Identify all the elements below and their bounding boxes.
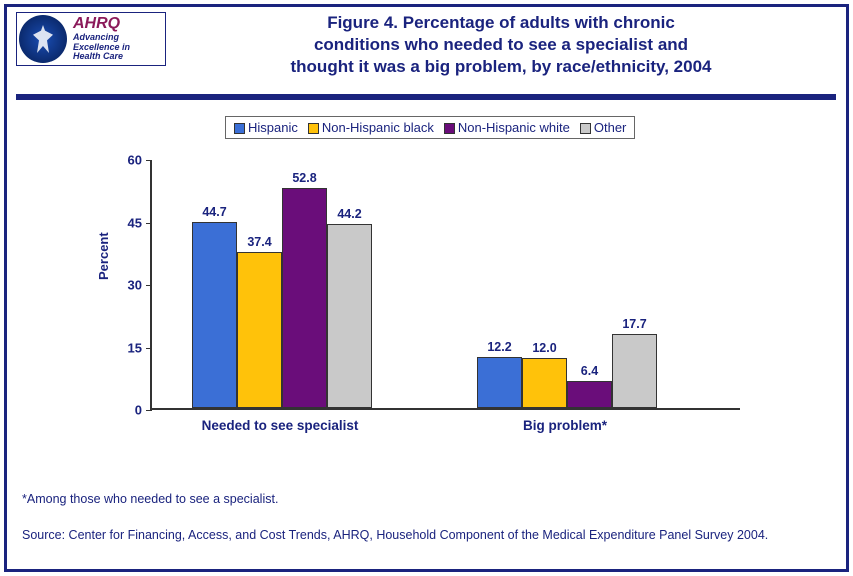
bar (327, 224, 372, 408)
y-tick-label: 45 (112, 215, 142, 230)
legend-item: Non-Hispanic black (308, 120, 434, 135)
legend-label: Other (594, 120, 627, 135)
header-rule (16, 94, 836, 100)
bar-value-label: 17.7 (605, 317, 665, 331)
legend-swatch-icon (308, 123, 319, 134)
bar-value-label: 6.4 (560, 364, 620, 378)
y-tick (146, 410, 152, 411)
y-tick (146, 348, 152, 349)
bar-value-label: 37.4 (230, 235, 290, 249)
bar (237, 252, 282, 408)
bar-value-label: 44.7 (185, 205, 245, 219)
legend-swatch-icon (580, 123, 591, 134)
title-line-2: conditions who needed to see a specialis… (176, 34, 826, 56)
source-line: Source: Center for Financing, Access, an… (22, 528, 768, 542)
legend: Hispanic Non-Hispanic black Non-Hispanic w… (225, 116, 635, 139)
title-line-1: Figure 4. Percentage of adults with chro… (176, 12, 826, 34)
bar-value-label: 44.2 (320, 207, 380, 221)
y-tick-label: 0 (112, 403, 142, 418)
legend-swatch-icon (234, 123, 245, 134)
y-tick (146, 223, 152, 224)
bar (567, 381, 612, 408)
bar (612, 334, 657, 408)
title-line-3: thought it was a big problem, by race/et… (176, 56, 826, 78)
category-label: Big problem* (455, 418, 675, 433)
legend-label: Non-Hispanic black (322, 120, 434, 135)
footnote: *Among those who needed to see a special… (22, 492, 278, 506)
legend-item: Non-Hispanic white (444, 120, 570, 135)
bar (282, 188, 327, 408)
y-tick-label: 30 (112, 278, 142, 293)
legend-swatch-icon (444, 123, 455, 134)
plot-area: 01530456044.737.452.844.212.212.06.417.7 (150, 160, 740, 410)
y-tick (146, 285, 152, 286)
ahrq-text: AHRQ Advancing Excellence in Health Care (69, 13, 165, 65)
bar-value-label: 12.0 (515, 341, 575, 355)
y-tick-label: 15 (112, 340, 142, 355)
y-axis-label: Percent (96, 232, 111, 280)
category-label: Needed to see specialist (170, 418, 390, 433)
bar (477, 357, 522, 408)
ahrq-name: AHRQ (73, 16, 161, 33)
y-tick (146, 160, 152, 161)
legend-item: Other (580, 120, 627, 135)
header: AHRQ Advancing Excellence in Health Care… (16, 12, 836, 86)
chart: Hispanic Non-Hispanic black Non-Hispanic w… (70, 110, 790, 450)
y-tick-label: 60 (112, 153, 142, 168)
legend-label: Hispanic (248, 120, 298, 135)
figure-title: Figure 4. Percentage of adults with chro… (166, 12, 836, 78)
bar-value-label: 52.8 (275, 171, 335, 185)
hhs-seal-icon (19, 15, 67, 63)
ahrq-logo: AHRQ Advancing Excellence in Health Care (16, 12, 166, 66)
ahrq-tagline-3: Health Care (73, 52, 161, 61)
legend-label: Non-Hispanic white (458, 120, 570, 135)
bar (192, 222, 237, 408)
legend-item: Hispanic (234, 120, 298, 135)
